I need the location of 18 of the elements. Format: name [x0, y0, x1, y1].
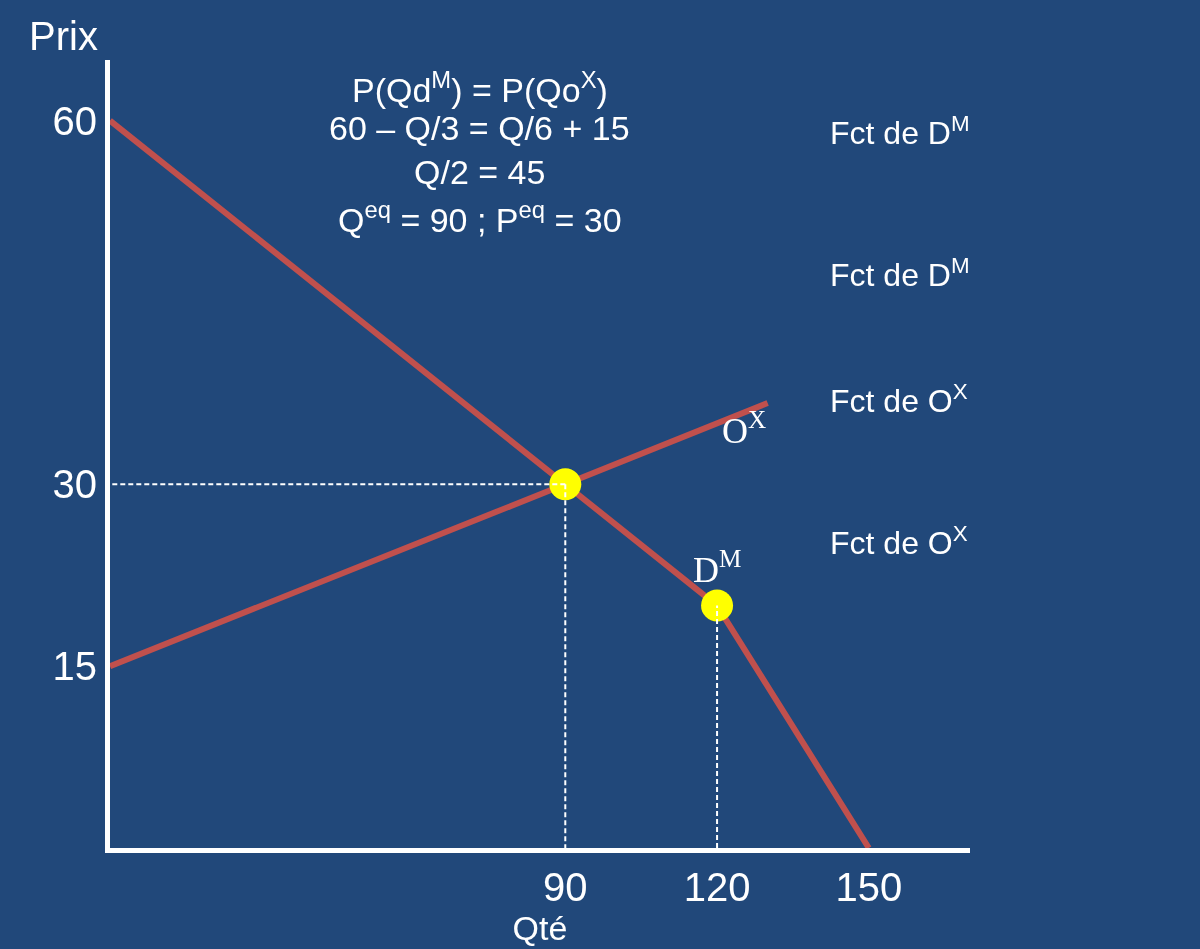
series-label: D$^{M}$ [693, 545, 742, 591]
x-tick-label: 90 [543, 865, 588, 909]
y-tick-label: 30 [52, 462, 97, 507]
y-tick-label: 15 [52, 644, 97, 689]
annotation: Q$^{eq}$ = 90 ; P$^{eq}$ = 30 [338, 196, 622, 240]
annotation: Q/2 = 45 [414, 153, 546, 191]
annotation: Fct de D$^{M}$ [830, 253, 970, 294]
annotation: 60 – Q/3 = Q/6 + 15 [329, 109, 630, 147]
annotation: Fct de D$^{M}$ [830, 111, 970, 152]
series-label: O$^{X}$ [722, 406, 767, 452]
annotation: P(Qd$^{M}$) = P(Qo$^{X}$) [352, 66, 608, 110]
x-axis-title: Qté [512, 909, 568, 947]
x-tick-label: 120 [683, 865, 751, 909]
x-tick-label: 150 [835, 865, 903, 909]
annotation: Fct de O$^{X}$ [830, 379, 968, 420]
y-axis-title: Prix [29, 14, 98, 58]
annotation: Fct de O$^{X}$ [830, 521, 968, 562]
y-tick-label: 60 [52, 98, 97, 143]
